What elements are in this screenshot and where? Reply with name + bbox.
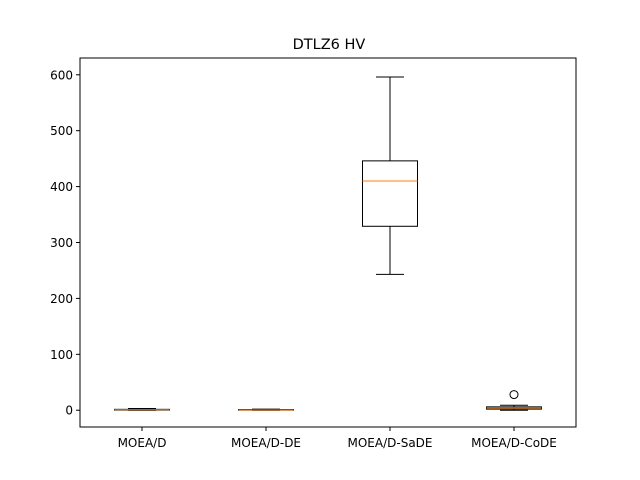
y-tick-label: 200 — [50, 292, 73, 306]
x-tick-label: MOEA/D-SaDE — [348, 436, 433, 450]
x-tick-label: MOEA/D-CoDE — [471, 436, 557, 450]
y-tick-label: 500 — [50, 124, 73, 138]
y-tick-label: 0 — [65, 404, 73, 418]
axes-frame — [79, 57, 577, 428]
chart-title: DTLZ6 HV — [293, 37, 366, 53]
plot-area: 0 100 200 300 400 500 600 MOEA/D MOEA/D-DE MOEA/D… — [50, 68, 557, 450]
y-tick-label: 300 — [50, 236, 73, 250]
y-tick-label: 100 — [50, 348, 73, 362]
y-tick-label: 600 — [50, 68, 73, 82]
box-iqr — [362, 160, 418, 227]
outlier-point — [509, 390, 519, 400]
x-tick-label: MOEA/D — [118, 436, 167, 450]
x-tick-label: MOEA/D-DE — [231, 436, 301, 450]
y-tick-label: 400 — [50, 180, 73, 194]
